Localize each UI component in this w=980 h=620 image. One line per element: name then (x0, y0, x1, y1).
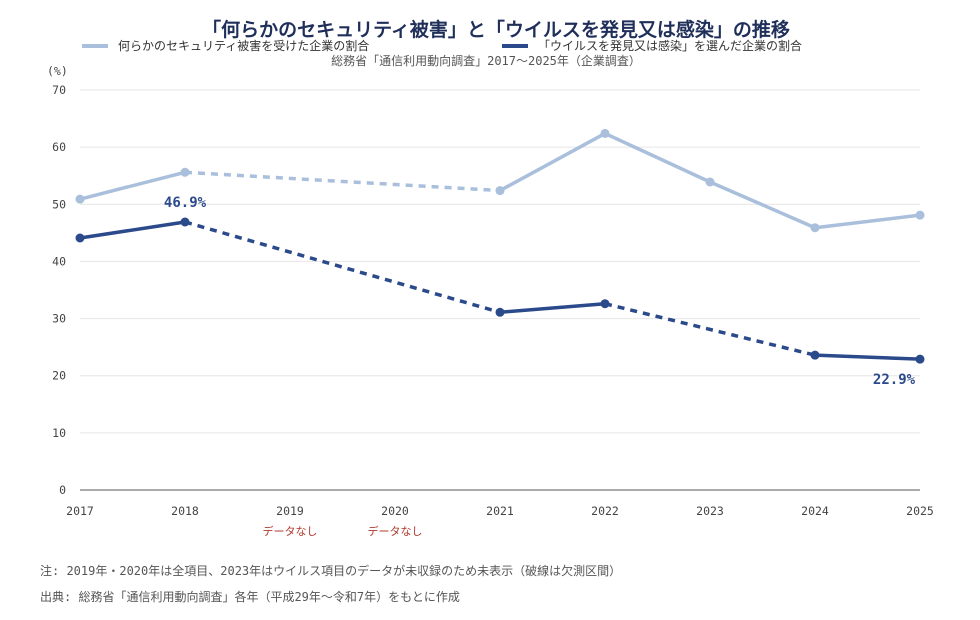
footnote: 注: 2019年・2020年は全項目、2023年はウイルス項目のデータが未収録の… (40, 564, 622, 578)
series-1-point-2017 (75, 233, 85, 243)
y-tick-40: 40 (52, 254, 66, 268)
x-tick-2020: 2020 (381, 504, 409, 518)
x-tick-2017: 2017 (66, 504, 94, 518)
y-tick-30: 30 (52, 312, 66, 326)
x-tick-2025: 2025 (906, 504, 934, 518)
series-0-segment-2018-2021 (184, 170, 501, 193)
y-tick-50: 50 (52, 197, 66, 211)
series-1-segment-2021-2022 (498, 301, 607, 315)
series-0-point-2022 (600, 128, 610, 138)
series-0-point-2017 (75, 194, 85, 204)
legend: 何らかのセキュリティ被害を受けた企業の割合 「ウイルスを発見又は感染」を選んだ企… (82, 38, 802, 53)
y-tick-20: 20 (52, 369, 66, 383)
series-0-point-2024 (810, 223, 820, 233)
series-0-segment-2022-2023 (603, 131, 712, 184)
x-tick-2018: 2018 (171, 504, 199, 518)
series-0-segment-2017-2018 (78, 170, 187, 201)
series-1-segment-2017-2018 (78, 220, 187, 240)
data-labels: 46.9% 22.9% (164, 195, 916, 388)
data-label-2018: 46.9% (164, 195, 207, 211)
series-1-point-2021 (495, 307, 505, 317)
y-axis-unit: (%) (47, 64, 68, 78)
no-data-label-2019: データなし (263, 524, 318, 538)
series-0-segment-2021-2022 (498, 131, 607, 193)
series-1-segment-2022-2024 (604, 302, 816, 357)
y-tick-10: 10 (52, 426, 66, 440)
y-tick-0: 0 (59, 483, 66, 497)
series-0-point-2021 (495, 186, 505, 196)
series-1-segment-2024-2025 (813, 353, 922, 361)
x-tick-2024: 2024 (801, 504, 829, 518)
legend-label-security: 何らかのセキュリティ被害を受けた企業の割合 (118, 38, 369, 53)
x-axis-ticks: 2017 2018 2019 2020 2021 2022 2023 2024 2025 (66, 504, 934, 518)
series-1-point-2025 (915, 354, 925, 364)
series-points (75, 128, 925, 364)
series-1-point-2022 (600, 299, 610, 309)
line-chart: 0 10 20 30 40 50 60 70 2017 2018 2019 2020 2021 2022… (47, 18, 934, 538)
y-tick-70: 70 (52, 83, 66, 97)
x-tick-2022: 2022 (591, 504, 619, 518)
series-0-point-2023 (705, 177, 715, 187)
series-1-point-2018 (180, 217, 190, 227)
x-tick-2019: 2019 (276, 504, 304, 518)
series-1-point-2024 (810, 350, 820, 360)
source-note: 出典: 総務省「通信利用動向調査」各年（平成29年〜令和7年）をもとに作成 (40, 590, 460, 604)
series-lines (78, 131, 922, 361)
no-data-label-2020: データなし (368, 524, 423, 538)
y-tick-60: 60 (52, 140, 66, 154)
series-0-point-2025 (915, 210, 925, 220)
series-0-point-2018 (180, 167, 190, 177)
chart-title: 「何らかのセキュリティ被害」と「ウイルスを発見又は感染」の推移 (202, 18, 790, 41)
y-axis-ticks: 0 10 20 30 40 50 60 70 (52, 83, 66, 497)
legend-label-virus: 「ウイルスを発見又は感染」を選んだ企業の割合 (538, 38, 802, 53)
series-0-segment-2024-2025 (813, 213, 922, 230)
x-tick-2023: 2023 (696, 504, 724, 518)
no-data-labels: データなし データなし (263, 524, 423, 538)
x-tick-2021: 2021 (486, 504, 514, 518)
chart-subtitle: 総務省「通信利用動向調査」2017〜2025年（企業調査） (331, 53, 641, 68)
series-1-segment-2018-2021 (184, 220, 501, 314)
data-label-2025: 22.9% (873, 372, 916, 388)
series-0-segment-2023-2024 (708, 180, 817, 230)
gridlines (80, 89, 920, 434)
